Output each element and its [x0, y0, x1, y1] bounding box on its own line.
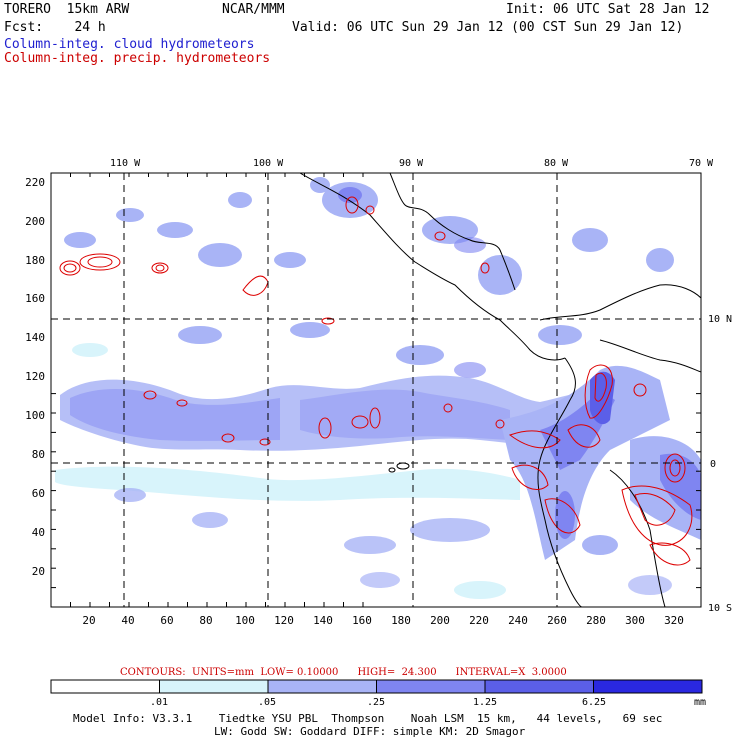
forecast-hour: Fcst: 24 h	[4, 20, 106, 35]
y-tick-label: 160	[25, 292, 45, 305]
x-tick-label: 60	[160, 614, 173, 627]
lon-label-80w: 80 W	[544, 158, 569, 169]
lat-label-10n: 10 N	[708, 314, 732, 325]
lon-label-70w: 70 W	[689, 158, 714, 169]
y-tick-label: 200	[25, 215, 45, 228]
colorbar-boxes	[50, 679, 703, 694]
init-time: Init: 06 UTC Sat 28 Jan 12	[506, 2, 710, 17]
colorbar: .01 .05 .25 1.25 6.25 mm	[50, 679, 706, 708]
lat-label-0: 0	[710, 459, 716, 470]
precip-contours	[59, 196, 693, 566]
colorbar-label: 6.25	[582, 697, 606, 708]
colorbar-label: .25	[367, 697, 385, 708]
forecast-map: 110 W 100 W 90 W 80 W 70 W 10 N 0 10 S	[25, 158, 732, 627]
y-tick-label: 220	[25, 176, 45, 189]
x-tick-label: 220	[469, 614, 489, 627]
y-tick-label: 100	[25, 409, 45, 422]
colorbar-box	[376, 679, 486, 694]
lon-label-90w: 90 W	[399, 158, 424, 169]
y-tick-label: 40	[32, 526, 45, 539]
y-tick-label: 140	[25, 331, 45, 344]
x-tick-label: 100	[235, 614, 255, 627]
colorbar-box	[593, 679, 703, 694]
colorbar-label: .05	[258, 697, 276, 708]
x-tick-label: 200	[430, 614, 450, 627]
x-tick-label: 280	[586, 614, 606, 627]
colorbar-label: .01	[150, 697, 168, 708]
contour-info: CONTOURS: UNITS=mm LOW= 0.10000 HIGH= 24…	[120, 667, 567, 678]
y-axis-labels: 20 40 60 80 100 120 140 160 180 200 220	[25, 176, 45, 578]
model-info-line1: Model Info: V3.3.1 Tiedtke YSU PBL Thomp…	[73, 712, 663, 725]
x-tick-label: 240	[508, 614, 528, 627]
colorbar-box	[50, 679, 160, 694]
x-axis-labels: 20 40 60 80 100 120 140 160 180 200 220 …	[82, 614, 684, 627]
valid-time: Valid: 06 UTC Sun 29 Jan 12 (00 CST Sun …	[292, 20, 684, 35]
x-tick-label: 20	[82, 614, 95, 627]
colorbar-unit: mm	[694, 697, 706, 708]
model-title: TORERO 15km ARW	[4, 2, 130, 17]
x-tick-label: 260	[547, 614, 567, 627]
model-info-line2: LW: Godd SW: Goddard DIFF: simple KM: 2D…	[214, 725, 526, 738]
colorbar-box	[484, 679, 594, 694]
x-tick-label: 180	[391, 614, 411, 627]
cloud-field-label: Column-integ. cloud hydrometeors	[4, 37, 255, 52]
map-frame	[50, 172, 702, 608]
y-tick-label: 120	[25, 370, 45, 383]
colorbar-label: 1.25	[473, 697, 497, 708]
x-tick-label: 160	[352, 614, 372, 627]
lon-label-100w: 100 W	[253, 158, 284, 169]
x-tick-label: 80	[199, 614, 212, 627]
x-tick-label: 120	[274, 614, 294, 627]
y-tick-label: 80	[32, 448, 45, 461]
lon-label-110w: 110 W	[110, 158, 141, 169]
x-tick-label: 140	[313, 614, 333, 627]
x-tick-label: 40	[121, 614, 134, 627]
colorbar-box	[159, 679, 269, 694]
x-tick-label: 320	[664, 614, 684, 627]
y-tick-label: 180	[25, 254, 45, 267]
x-tick-label: 300	[625, 614, 645, 627]
y-tick-label: 60	[32, 487, 45, 500]
precip-field-label: Column-integ. precip. hydrometeors	[4, 51, 271, 66]
colorbar-box	[267, 679, 377, 694]
y-tick-label: 20	[32, 565, 45, 578]
org-label: NCAR/MMM	[222, 2, 285, 17]
ticks	[50, 173, 701, 608]
latlon-grid	[51, 173, 701, 607]
lat-label-10s: 10 S	[708, 603, 732, 614]
